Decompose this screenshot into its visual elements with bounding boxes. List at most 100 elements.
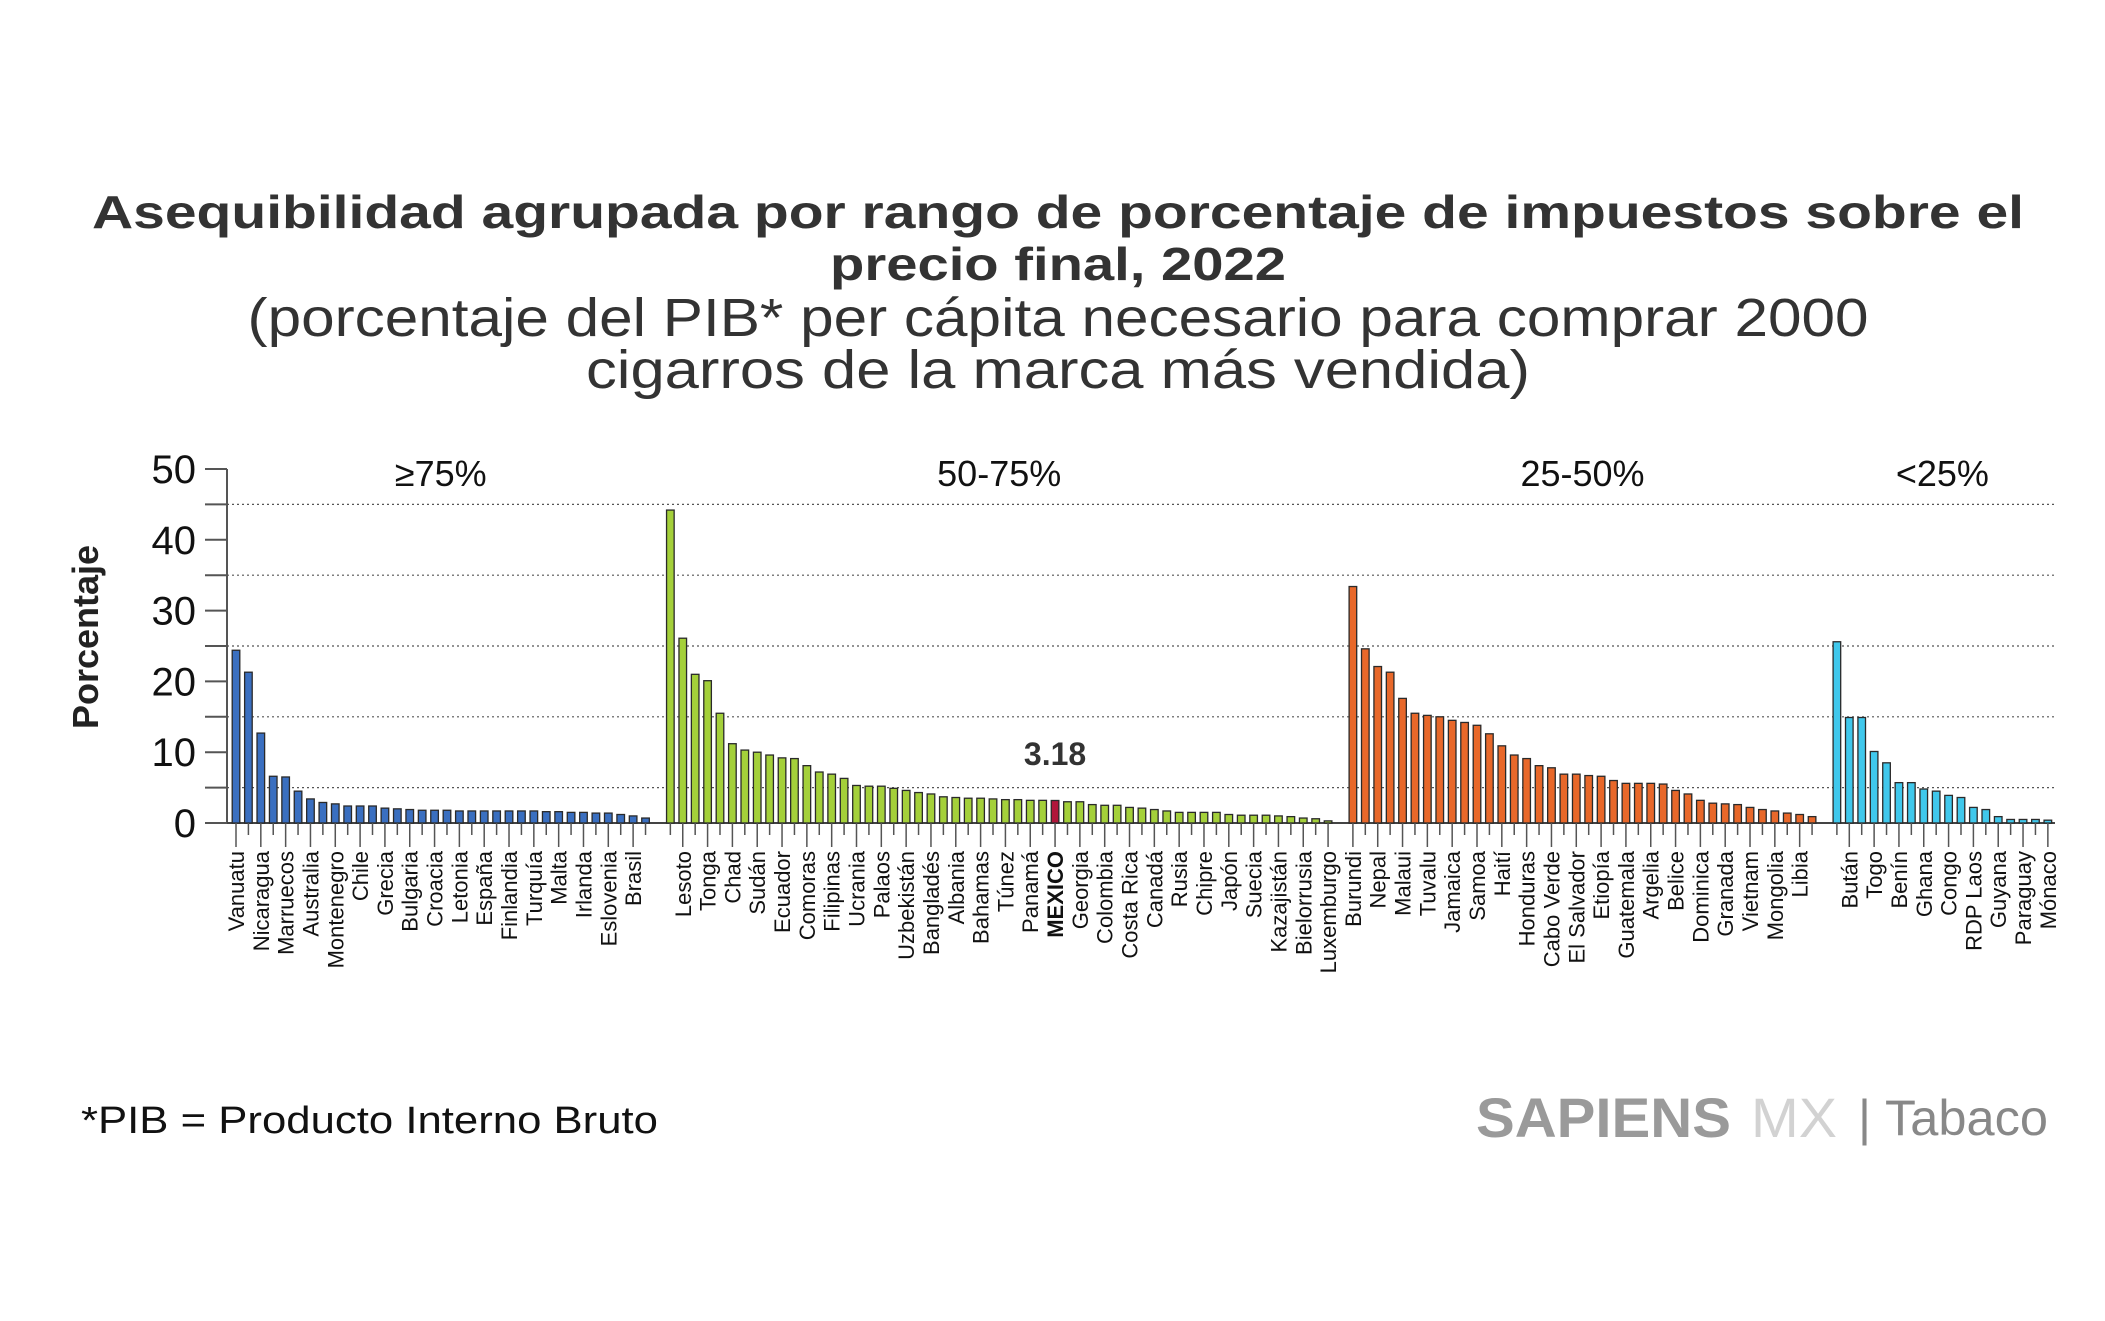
x-tick-label: Finlandia <box>497 850 522 940</box>
bar-Suecia <box>1249 814 1259 824</box>
x-tick-label: Brasil <box>621 851 646 906</box>
bar-Montenegro <box>330 803 340 824</box>
bar-group2-5 <box>1410 712 1420 824</box>
bar-Georgia <box>1075 801 1085 824</box>
y-tick-label: 50 <box>152 448 197 492</box>
x-tick-label: Grecia <box>373 850 398 916</box>
x-tick-label: Paraguay <box>2011 851 2036 945</box>
bar-group1-8 <box>765 754 775 824</box>
x-tick-label: El Salvador <box>1564 851 1589 964</box>
bar-Marruecos <box>281 776 291 824</box>
bar-group0-19 <box>467 810 477 824</box>
bar-Chipre <box>1199 811 1209 824</box>
x-tick-label: Bangladés <box>919 851 944 955</box>
bar-group3-14 <box>2006 818 2016 824</box>
bar-group2-23 <box>1633 782 1643 824</box>
bar-Bangladés <box>926 793 936 824</box>
x-tick-label: Benín <box>1887 851 1912 909</box>
bar-España <box>479 810 489 824</box>
bar-Comoras <box>802 765 812 824</box>
x-tick-label: Chile <box>348 851 373 901</box>
bar-Mónaco <box>2043 819 2053 824</box>
bar-group2-9 <box>1460 721 1470 824</box>
bar-Brasil <box>628 815 638 824</box>
x-tick-label: Sudán <box>745 851 770 915</box>
bar-group1-48 <box>1261 814 1271 824</box>
bar-Finlandia <box>504 810 514 824</box>
bar-group0-23 <box>516 810 526 824</box>
bar-Bulgaria <box>405 808 415 824</box>
bar-El Salvador <box>1571 773 1581 824</box>
x-tick-label: Nepal <box>1366 851 1391 908</box>
bar-Ghana <box>1919 788 1929 824</box>
bar-Vietnam <box>1745 806 1755 824</box>
x-tick-label: Costa Rica <box>1118 850 1143 958</box>
bar-group2-19 <box>1584 774 1594 824</box>
bar-group2-29 <box>1708 802 1718 824</box>
x-tick-label: Samoa <box>1465 850 1490 920</box>
bar-group3-16 <box>2031 818 2040 824</box>
x-tick-label: Bielorrusia <box>1291 850 1316 955</box>
group-label: <25% <box>1896 453 1989 494</box>
x-tick-label: Malta <box>547 850 572 905</box>
x-tick-label: MEXICO <box>1043 851 1068 938</box>
bar-group0-21 <box>492 810 502 824</box>
bar-group0-13 <box>392 808 402 824</box>
bar-Jamaica <box>1447 719 1457 824</box>
x-tick-label: Croacia <box>423 850 448 927</box>
bar-group2-31 <box>1733 803 1743 824</box>
bar-Bielorrusia <box>1298 817 1308 824</box>
group-label: 25-50% <box>1520 453 1644 494</box>
x-tick-label: Chad <box>720 851 745 904</box>
logo-separator: | <box>1858 1090 1871 1146</box>
bar-group1-24 <box>963 797 973 824</box>
x-tick-label: Ghana <box>1912 850 1937 917</box>
bar-group2-15 <box>1534 765 1544 824</box>
x-tick-label: Etiopía <box>1589 850 1614 919</box>
bar-Granada <box>1720 803 1730 824</box>
x-tick-label: Montenegro <box>323 851 348 968</box>
x-tick-label: Belice <box>1664 851 1689 911</box>
bar-Bahamas <box>976 797 986 824</box>
bar-group1-26 <box>988 798 998 824</box>
bar-Canadá <box>1149 808 1159 824</box>
x-tick-label: Marruecos <box>274 851 299 955</box>
bar-group2-33 <box>1757 808 1767 824</box>
bar-Tonga <box>703 680 713 824</box>
bar-Bután <box>1844 716 1854 824</box>
bar-group3-8 <box>1931 790 1941 824</box>
x-tick-label: RDP Laos <box>1961 851 1986 951</box>
x-tick-label: Colombia <box>1093 850 1118 944</box>
bar-group0-15 <box>417 809 427 824</box>
y-tick-label: 20 <box>152 660 197 704</box>
bar-group3-6 <box>1906 781 1916 824</box>
bar-group3-4 <box>1882 762 1891 824</box>
bar-group3-2 <box>1857 716 1867 824</box>
x-tick-label: Rusia <box>1167 850 1192 907</box>
x-tick-label: Bahamas <box>969 851 994 944</box>
bar-Ucrania <box>852 784 861 824</box>
bar-group2-1 <box>1360 648 1370 824</box>
bar-Benín <box>1894 781 1904 824</box>
x-tick-label: Congo <box>1937 851 1962 916</box>
bar-Turquía <box>529 810 539 824</box>
bar-Nepal <box>1373 665 1383 824</box>
sapiens-logo: SAPIENS MX | Tabaco <box>1476 1086 2048 1149</box>
bar-group2-37 <box>1807 815 1817 824</box>
x-tick-label: Bulgaria <box>398 850 423 931</box>
bar-Australia <box>306 798 315 824</box>
bar-group1-6 <box>740 749 750 824</box>
bar-group2-7 <box>1435 716 1445 824</box>
bar-Guyana <box>1993 815 2003 824</box>
x-tick-label: Filipinas <box>820 851 845 932</box>
bar-Cabo Verde <box>1547 767 1556 824</box>
bar-Dominica <box>1695 799 1705 824</box>
x-tick-label: Argelia <box>1639 850 1664 919</box>
x-tick-label: Cabo Verde <box>1539 851 1564 967</box>
chart-title-line1: Asequibilidad agrupada por rango de porc… <box>92 186 2024 238</box>
x-tick-label: Libia <box>1788 850 1813 897</box>
x-tick-label: Panamá <box>1018 850 1043 933</box>
footnote: *PIB = Producto Interno Bruto <box>81 1100 658 1142</box>
bar-group1-22 <box>938 796 948 824</box>
y-tick-label: 0 <box>174 802 196 846</box>
